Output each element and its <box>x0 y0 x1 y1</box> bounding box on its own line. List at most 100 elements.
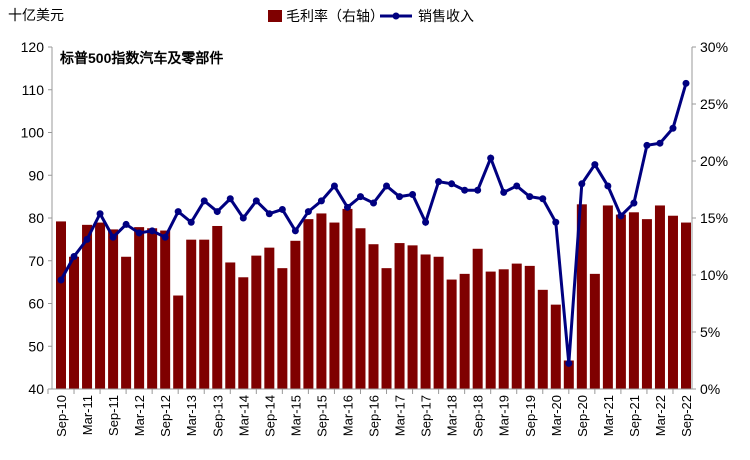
left-tick-label: 80 <box>28 210 44 226</box>
chart-title: 标普500指数汽车及零部件 <box>59 50 223 66</box>
right-tick-label: 10% <box>700 267 728 283</box>
bar <box>69 256 80 389</box>
bar <box>329 222 340 389</box>
revenue-point <box>630 199 638 207</box>
left-tick-label: 50 <box>28 338 44 354</box>
bar <box>212 225 223 389</box>
right-tick-label: 5% <box>700 324 720 340</box>
revenue-point <box>278 205 286 213</box>
x-tick-label: Mar-22 <box>653 395 668 436</box>
legend-line-label: 销售收入 <box>418 8 474 24</box>
bar <box>511 263 522 389</box>
revenue-point <box>174 208 182 216</box>
revenue-point <box>291 227 299 235</box>
revenue-point <box>304 208 312 216</box>
bar <box>134 227 145 389</box>
revenue-point <box>643 141 651 149</box>
bar <box>407 245 418 389</box>
x-tick-label: Sep-18 <box>471 395 486 437</box>
revenue-point <box>57 276 65 284</box>
right-tick-label: 25% <box>700 96 728 112</box>
revenue-point <box>656 139 664 147</box>
x-tick-label: Sep-17 <box>419 395 434 437</box>
right-tick-label: 15% <box>700 210 728 226</box>
revenue-point <box>461 186 469 194</box>
bar <box>550 304 561 389</box>
x-tick-label: Mar-13 <box>184 395 199 436</box>
bar <box>147 228 158 389</box>
bar <box>342 208 353 389</box>
revenue-point <box>552 218 560 226</box>
x-tick-label: Mar-12 <box>132 395 147 436</box>
revenue-point <box>226 195 234 203</box>
bar <box>537 289 548 389</box>
bar <box>238 277 249 389</box>
x-tick-label: Sep-20 <box>575 395 590 437</box>
left-tick-label: 90 <box>28 167 44 183</box>
bar <box>199 239 210 389</box>
bar <box>446 279 457 389</box>
bar <box>225 262 236 389</box>
x-tick-label: Mar-14 <box>236 395 251 436</box>
revenue-point <box>487 154 495 162</box>
legend-bar-swatch <box>268 10 282 22</box>
bar <box>121 256 132 389</box>
revenue-point <box>252 197 260 205</box>
left-tick-label: 100 <box>21 125 45 141</box>
right-tick-label: 30% <box>700 39 728 55</box>
x-tick-label: Mar-16 <box>340 395 355 436</box>
bar <box>56 221 66 389</box>
revenue-point <box>513 182 521 190</box>
x-tick-label: Mar-17 <box>393 395 408 436</box>
x-tick-label: Mar-19 <box>497 395 512 436</box>
revenue-point <box>200 197 208 205</box>
revenue-point <box>96 210 104 218</box>
x-tick-label: Mar-15 <box>288 395 303 436</box>
revenue-point <box>396 193 404 201</box>
revenue-point <box>474 186 482 194</box>
x-tick-label: Sep-12 <box>158 395 173 437</box>
legend-line-marker <box>392 12 400 20</box>
revenue-point <box>539 195 547 203</box>
revenue-point <box>500 188 508 196</box>
revenue-point <box>343 203 351 211</box>
revenue-point <box>591 161 599 169</box>
bar <box>524 265 535 389</box>
bar <box>277 268 288 389</box>
bar <box>498 269 509 389</box>
left-tick-label: 40 <box>28 381 44 397</box>
bar <box>108 229 119 389</box>
bar <box>82 224 93 389</box>
revenue-point <box>565 359 573 367</box>
bar <box>173 295 184 389</box>
revenue-point <box>669 124 677 132</box>
bar <box>186 239 197 389</box>
left-tick-label: 110 <box>22 82 45 98</box>
revenue-point <box>187 218 195 226</box>
x-tick-label: Sep-16 <box>367 395 382 437</box>
left-tick-label: 120 <box>21 39 45 55</box>
bar <box>472 248 483 389</box>
revenue-point <box>422 218 430 226</box>
revenue-point <box>409 190 417 198</box>
x-tick-label: Mar-21 <box>601 395 616 436</box>
bar <box>420 254 431 389</box>
revenue-point <box>617 212 625 220</box>
revenue-point <box>239 214 247 222</box>
left-tick-label: 70 <box>28 253 44 269</box>
x-tick-label: Mar-18 <box>445 395 460 436</box>
x-tick-label: Sep-15 <box>314 395 329 437</box>
revenue-point <box>148 227 156 235</box>
revenue-point <box>578 180 586 188</box>
bar <box>355 228 366 389</box>
bar <box>264 247 275 389</box>
revenue-point <box>526 193 534 201</box>
bar <box>615 214 626 389</box>
bar <box>667 215 678 389</box>
revenue-point <box>161 233 169 241</box>
bar <box>628 212 639 389</box>
revenue-point <box>448 180 456 188</box>
revenue-point <box>435 178 443 186</box>
bar <box>95 222 106 389</box>
x-tick-label: Sep-13 <box>210 395 225 437</box>
